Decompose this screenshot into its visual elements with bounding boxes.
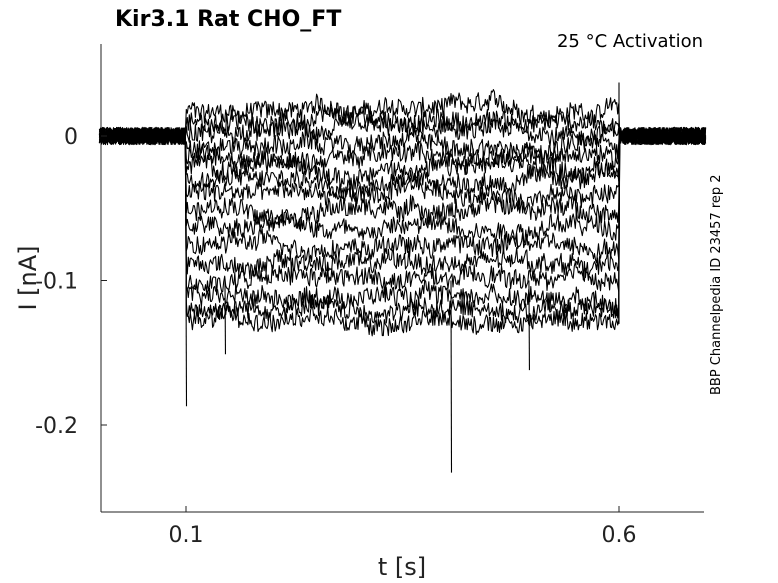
y-tick-label: -0.2	[35, 414, 78, 439]
channelpedia-id-label: BBP Channelpedia ID 23457 rep 2	[709, 174, 724, 395]
x-tick-label: 0.6	[602, 523, 637, 548]
y-tick-label: -0.1	[35, 270, 78, 295]
x-axis-label: t [s]	[378, 553, 426, 581]
current-spike	[528, 280, 530, 371]
x-ticks: 0.1 0.6	[169, 506, 637, 548]
y-ticks: 0 -0.1 -0.2	[35, 125, 107, 439]
current-trace	[98, 126, 706, 244]
current-trace	[98, 126, 706, 318]
plot-area: 0.1 0.6 0 -0.1 -0.2	[35, 44, 707, 548]
temperature-protocol-annotation: 25 °C Activation	[557, 31, 703, 52]
x-tick-label: 0.1	[169, 523, 204, 548]
current-trace	[98, 126, 707, 264]
current-trace	[98, 126, 706, 213]
current-spike	[450, 280, 453, 473]
current-trace	[98, 126, 707, 324]
current-traces	[98, 82, 707, 473]
current-trace	[98, 89, 707, 146]
y-tick-label: 0	[64, 125, 78, 150]
current-trace	[98, 127, 707, 337]
current-trace	[98, 126, 707, 281]
current-spike	[185, 280, 188, 407]
current-trace	[98, 102, 707, 146]
current-trace	[98, 126, 707, 175]
chart-title: Kir3.1 Rat CHO_FT	[115, 7, 341, 32]
current-trace	[98, 126, 707, 296]
current-spike	[224, 280, 227, 355]
y-axis-label: I [nA]	[14, 245, 42, 310]
current-trace	[98, 113, 707, 148]
